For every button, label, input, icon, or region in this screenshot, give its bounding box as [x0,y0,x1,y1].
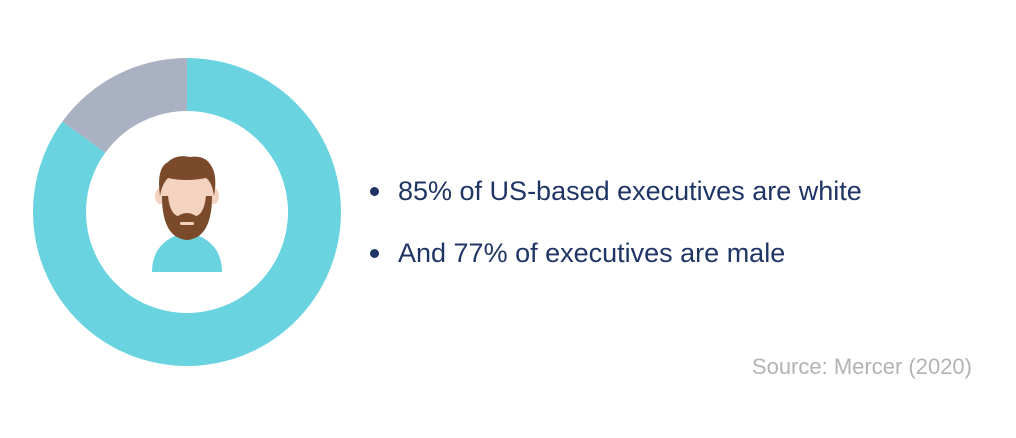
bullet-text: And 77% of executives are male [398,238,786,268]
bullet-list: 85% of US-based executives are white And… [368,160,862,284]
bullet-dot-icon [370,187,379,196]
donut-chart [33,58,342,366]
bullet-item: And 77% of executives are male [368,222,862,284]
source-note: Source: Mercer (2020) [751,354,972,379]
bearded-man-avatar-icon [152,156,222,272]
bullet-dot-icon [370,249,379,258]
bullet-item: 85% of US-based executives are white [368,160,862,222]
bullet-text: 85% of US-based executives are white [398,176,862,206]
